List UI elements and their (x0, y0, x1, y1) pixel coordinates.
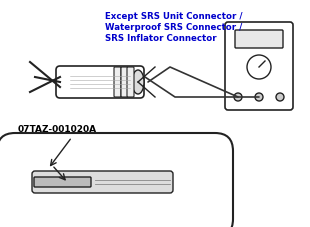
Text: SRS Inflator Connector: SRS Inflator Connector (105, 34, 217, 43)
FancyBboxPatch shape (127, 67, 134, 97)
FancyBboxPatch shape (56, 66, 144, 98)
FancyBboxPatch shape (0, 133, 233, 227)
FancyBboxPatch shape (34, 177, 91, 187)
Ellipse shape (132, 70, 144, 94)
Circle shape (276, 93, 284, 101)
FancyBboxPatch shape (32, 171, 173, 193)
Circle shape (255, 93, 263, 101)
Circle shape (247, 55, 271, 79)
Text: Except SRS Unit Connector /: Except SRS Unit Connector / (105, 12, 242, 21)
Text: Waterproof SRS Connector /: Waterproof SRS Connector / (105, 23, 242, 32)
FancyBboxPatch shape (114, 67, 121, 97)
Circle shape (234, 93, 242, 101)
FancyBboxPatch shape (121, 67, 128, 97)
Text: 07TAZ-001020A: 07TAZ-001020A (18, 125, 97, 134)
FancyBboxPatch shape (225, 22, 293, 110)
FancyBboxPatch shape (235, 30, 283, 48)
